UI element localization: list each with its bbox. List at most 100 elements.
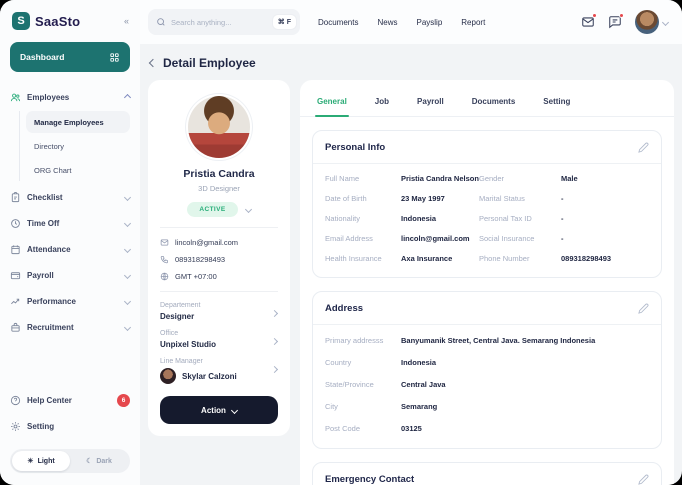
sidebar-item-help-center[interactable]: Help Center 6 (10, 387, 130, 413)
field-value: Banyumanik Street, Central Java. Semaran… (401, 335, 596, 345)
gear-icon (11, 421, 20, 431)
sidebar: S SaaSto « Dashboard Employees Manage Em… (0, 0, 140, 485)
info-row: Post Code 03125 (325, 417, 649, 439)
field-value: Pristia Candra Nelson (401, 173, 479, 183)
sidebar-item-employees[interactable]: Employees (10, 84, 132, 110)
line-manager-link[interactable]: Line Manager Skylar Calzoni (160, 358, 279, 384)
field-label: State/Province (325, 379, 374, 389)
status-selector[interactable]: ACTIVE (160, 202, 278, 217)
avatar (160, 368, 176, 384)
nav-documents[interactable]: Documents (318, 17, 359, 27)
personal-info-section: Personal Info Full Name Pristia Candra N… (312, 130, 662, 278)
field-label: Marital Status (479, 193, 525, 203)
nav-payslip[interactable]: Payslip (416, 17, 443, 27)
department-value: Designer (160, 312, 195, 321)
pencil-icon (638, 142, 649, 153)
chevron-up-icon (123, 93, 132, 101)
wallet-icon (10, 271, 21, 279)
line-manager-label: Line Manager (160, 358, 203, 365)
sidebar-item-performance[interactable]: Performance (10, 288, 132, 314)
chevron-down-icon (123, 219, 132, 227)
search-box[interactable]: ⌘ F (148, 9, 300, 35)
chevron-down-icon (123, 297, 132, 305)
field-value: lincoln@gmail.com (401, 233, 470, 243)
brand-name: SaaSto (35, 13, 81, 29)
mail-icon (582, 17, 594, 27)
action-button-label: Action (201, 405, 226, 415)
contact-phone-value: 089318298493 (175, 255, 226, 264)
edit-button[interactable] (638, 142, 649, 153)
tab-general[interactable]: General (315, 88, 349, 117)
sidebar-item-org-chart[interactable]: ORG Chart (34, 165, 72, 175)
sidebar-item-attendance[interactable]: Attendance (10, 236, 132, 262)
help-icon (10, 395, 21, 405)
field-label: Nationality (325, 213, 361, 223)
divider (160, 291, 278, 292)
user-menu[interactable] (635, 10, 670, 34)
theme-light-button[interactable]: Light (12, 451, 70, 471)
tab-setting[interactable]: Setting (543, 97, 571, 106)
sidebar-item-recruitment[interactable]: Recruitment (10, 314, 132, 340)
back-button[interactable] (148, 58, 158, 68)
chevron-down-icon (123, 193, 132, 201)
search-shortcut-badge: ⌘ F (272, 15, 296, 29)
sidebar-item-dashboard[interactable]: Dashboard (10, 42, 130, 72)
mail-notification-button[interactable] (581, 13, 597, 29)
theme-light-label: Light (37, 457, 55, 465)
action-button[interactable]: Action (160, 396, 278, 424)
status-badge: ACTIVE (187, 202, 238, 217)
edit-button[interactable] (638, 474, 649, 485)
sidebar-item-time-off[interactable]: Time Off (10, 210, 132, 236)
page-content: Detail Employee Pristia Candra 3D Design… (140, 44, 682, 485)
emergency-contact-section: Emergency Contact Full Name Albert Jhons… (312, 462, 662, 485)
tab-job[interactable]: Job (374, 97, 390, 106)
sidebar-item-manage-employees[interactable]: Manage Employees (26, 111, 130, 133)
office-label: Office (160, 330, 179, 337)
theme-dark-button[interactable]: Dark (70, 451, 128, 471)
sidebar-item-directory[interactable]: Directory (34, 141, 65, 151)
sidebar-collapse-icon[interactable]: « (123, 16, 129, 26)
sidebar-item-label: Checklist (27, 192, 63, 202)
message-notification-button[interactable] (608, 13, 624, 29)
edit-button[interactable] (638, 303, 649, 314)
sidebar-item-checklist[interactable]: Checklist (10, 184, 132, 210)
info-row: Country Indonesia (325, 351, 649, 373)
mail-icon (160, 239, 169, 246)
chevron-down-icon (661, 18, 670, 26)
field-label: Date of Birth (325, 193, 367, 203)
sidebar-item-label: Recruitment (27, 322, 74, 332)
section-title: Address (325, 303, 364, 314)
employee-role: 3D Designer (198, 184, 240, 193)
sidebar-item-label: Performance (27, 296, 76, 306)
employee-name: Pristia Candra (183, 168, 255, 180)
office-link[interactable]: Office Unpixel Studio (160, 330, 279, 349)
field-label: Health Insurance (325, 253, 382, 263)
divider (160, 227, 278, 228)
tab-payroll[interactable]: Payroll (417, 97, 444, 106)
nav-news[interactable]: News (377, 17, 398, 27)
field-label: Primary addresss (325, 335, 384, 345)
dashboard-label: Dashboard (20, 52, 65, 62)
department-link[interactable]: Departement Designer (160, 302, 279, 321)
grid-icon (110, 52, 119, 62)
sidebar-item-setting[interactable]: Setting (10, 413, 130, 439)
search-input[interactable] (171, 17, 268, 27)
users-icon (10, 93, 21, 101)
unread-dot (592, 13, 597, 18)
field-label: City (325, 401, 338, 411)
info-row: Primary addresss Banyumanik Street, Cent… (325, 329, 649, 351)
sidebar-item-payroll[interactable]: Payroll (10, 262, 132, 288)
section-title: Personal Info (325, 142, 386, 153)
sidebar-nav: Employees Manage Employees Directory ORG… (10, 84, 132, 340)
divider (313, 324, 661, 325)
search-icon (157, 18, 165, 26)
nav-report[interactable]: Report (461, 17, 486, 27)
tab-documents[interactable]: Documents (471, 97, 516, 106)
info-row: State/Province Central Java (325, 373, 649, 395)
line-manager-value: Skylar Calzoni (182, 371, 237, 381)
field-label: Gender (479, 173, 505, 183)
pencil-icon (638, 474, 649, 485)
sidebar-item-label: Setting (27, 421, 55, 431)
sidebar-item-label: Help Center (27, 395, 72, 405)
